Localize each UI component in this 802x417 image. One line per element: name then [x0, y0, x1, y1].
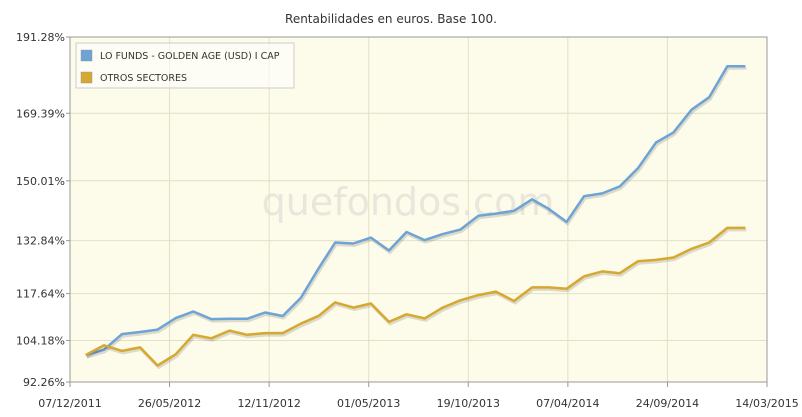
- x-tick-label: 14/03/2015: [735, 397, 798, 410]
- x-tick-label: 12/11/2012: [237, 397, 300, 410]
- x-tick-label: 24/09/2014: [636, 397, 699, 410]
- series-line-shadow: [86, 228, 747, 369]
- x-tick-label: 01/05/2013: [337, 397, 400, 410]
- chart-title: Rentabilidades en euros. Base 100.: [285, 12, 497, 26]
- series-line-shadow: [86, 66, 747, 359]
- x-tick-label: 07/04/2014: [536, 397, 599, 410]
- series-lines: [85, 64, 747, 369]
- series-line-1: [85, 226, 746, 367]
- watermark: quefondos.com: [262, 180, 555, 224]
- x-tick-label: 19/10/2013: [437, 397, 500, 410]
- legend-label: LO FUNDS - GOLDEN AGE (USD) I CAP: [100, 51, 280, 62]
- x-tick-label: 26/05/2012: [138, 397, 201, 410]
- legend-swatch: [80, 49, 93, 62]
- y-tick-label: 92.26%: [23, 376, 65, 389]
- legend-swatch: [80, 71, 93, 84]
- y-tick-label: 191.28%: [16, 31, 65, 44]
- y-tick-label: 150.01%: [16, 175, 65, 188]
- x-tick-label: 07/12/2011: [38, 397, 101, 410]
- y-tick-label: 169.39%: [16, 107, 65, 120]
- plot-area: [70, 37, 767, 382]
- plot-border: [69, 36, 768, 383]
- y-tick-label: 104.18%: [16, 334, 65, 347]
- y-tick-label: 117.64%: [16, 288, 65, 301]
- legend: LO FUNDS - GOLDEN AGE (USD) I CAP OTROS S…: [75, 42, 295, 89]
- axes: 92.26% 104.18% 117.64% 132.84% 150.01% 169.39…: [16, 31, 799, 410]
- series-line-0: [85, 64, 746, 357]
- y-tick-label: 132.84%: [16, 235, 65, 248]
- legend-box: [75, 42, 295, 89]
- gridlines: [70, 36, 767, 383]
- legend-label: OTROS SECTORES: [100, 73, 187, 84]
